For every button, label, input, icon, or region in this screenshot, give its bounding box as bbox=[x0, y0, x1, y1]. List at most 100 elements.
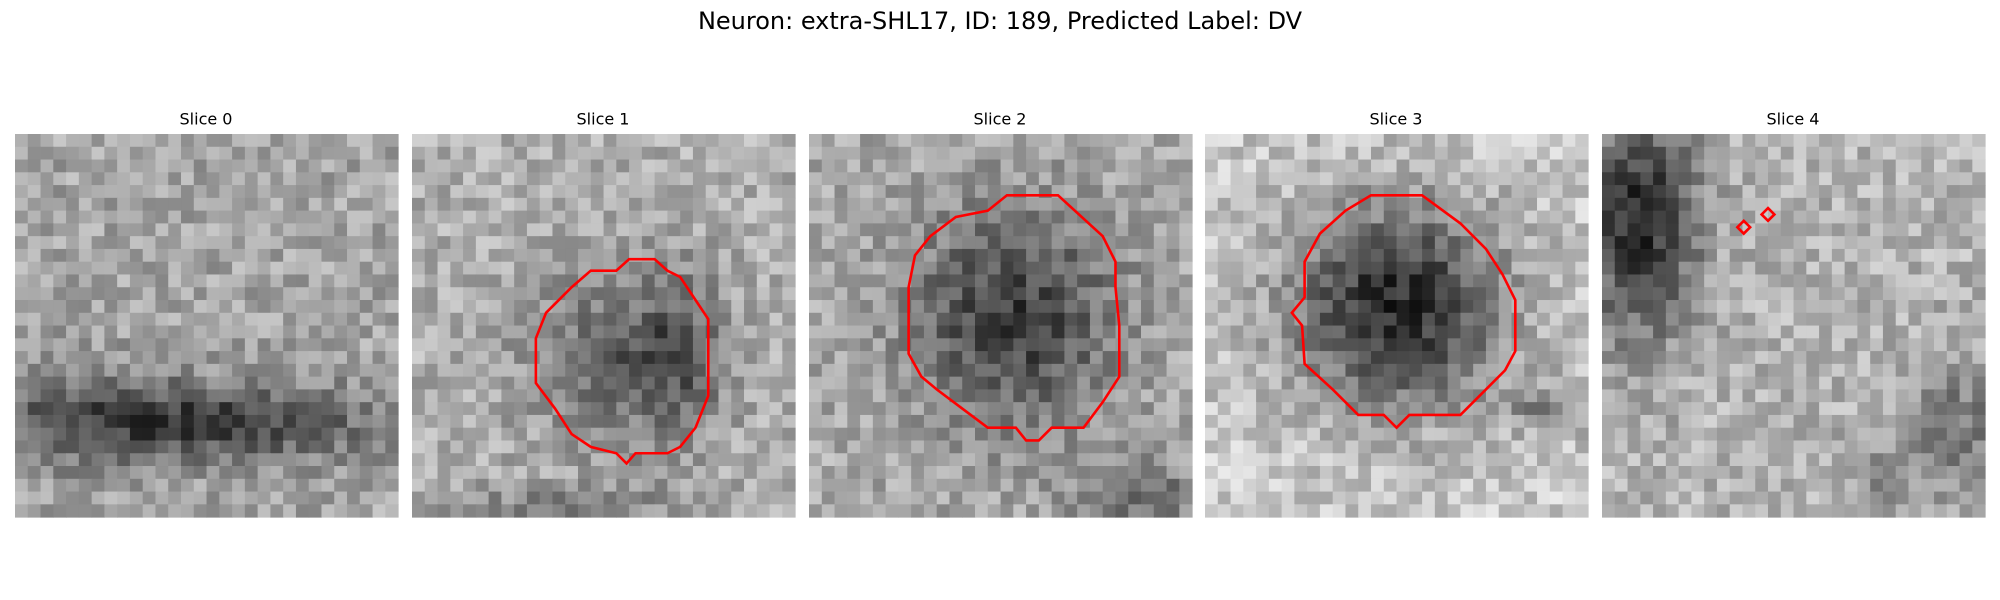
pixel bbox=[1243, 478, 1257, 493]
pixel bbox=[539, 363, 553, 378]
pixel bbox=[1141, 453, 1155, 467]
pixel bbox=[782, 172, 796, 186]
pixel bbox=[1959, 389, 1973, 403]
pixel bbox=[539, 427, 553, 441]
pixel bbox=[385, 312, 399, 327]
pixel bbox=[962, 223, 976, 237]
pixel bbox=[911, 134, 925, 148]
pixel bbox=[1205, 466, 1219, 480]
pixel bbox=[1678, 236, 1692, 250]
pixel bbox=[372, 287, 386, 301]
pixel bbox=[860, 414, 874, 429]
pixel bbox=[1294, 210, 1308, 224]
pixel bbox=[1473, 274, 1487, 288]
pixel bbox=[1882, 376, 1897, 390]
pixel bbox=[1485, 453, 1500, 467]
pixel bbox=[1857, 210, 1871, 224]
pixel bbox=[1627, 363, 1641, 378]
pixel bbox=[975, 363, 989, 378]
pixel bbox=[1908, 300, 1922, 314]
pixel bbox=[1614, 223, 1629, 237]
pixel bbox=[847, 261, 861, 275]
pixel bbox=[424, 210, 439, 224]
pixel bbox=[1627, 146, 1641, 161]
pixel bbox=[1793, 478, 1807, 493]
pixel bbox=[782, 210, 796, 224]
pixel bbox=[1332, 478, 1346, 493]
pixel bbox=[1064, 248, 1078, 263]
pixel bbox=[501, 261, 515, 275]
pixel bbox=[705, 427, 719, 441]
pixel bbox=[1179, 146, 1193, 161]
pixel bbox=[1371, 402, 1385, 416]
pixel bbox=[667, 325, 681, 339]
pixel bbox=[603, 402, 617, 416]
pixel bbox=[1882, 146, 1897, 161]
pixel bbox=[1921, 236, 1935, 250]
pixel bbox=[104, 236, 118, 250]
pixel bbox=[578, 466, 592, 480]
pixel bbox=[501, 376, 515, 390]
pixel bbox=[1268, 185, 1283, 199]
pixel bbox=[129, 210, 144, 224]
pixel bbox=[1742, 146, 1756, 161]
pixel bbox=[424, 300, 439, 314]
pixel bbox=[1895, 427, 1909, 441]
pixel bbox=[539, 274, 553, 288]
pixel bbox=[463, 478, 477, 493]
pixel bbox=[1473, 197, 1487, 212]
pixel bbox=[257, 440, 271, 454]
pixel bbox=[53, 338, 67, 352]
pixel bbox=[1946, 427, 1961, 441]
pixel bbox=[308, 402, 322, 416]
pixel bbox=[219, 172, 233, 186]
pixel bbox=[66, 236, 80, 250]
pixel bbox=[756, 146, 771, 161]
pixel bbox=[769, 440, 783, 454]
pixel bbox=[1383, 504, 1398, 518]
pixel bbox=[1102, 440, 1116, 454]
pixel bbox=[1742, 363, 1756, 378]
pixel bbox=[834, 172, 848, 186]
pixel bbox=[424, 389, 439, 403]
pixel bbox=[1128, 466, 1142, 480]
pixel bbox=[1383, 287, 1398, 301]
pixel bbox=[975, 389, 989, 403]
pixel bbox=[1882, 414, 1897, 429]
pixel bbox=[552, 223, 566, 237]
pixel bbox=[1256, 402, 1270, 416]
pixel bbox=[1959, 172, 1973, 186]
pixel bbox=[463, 325, 477, 339]
pixel bbox=[1307, 453, 1321, 467]
pixel bbox=[1332, 159, 1346, 173]
pixel bbox=[283, 223, 297, 237]
pixel bbox=[923, 363, 938, 378]
pixel bbox=[424, 453, 439, 467]
pixel bbox=[1562, 504, 1576, 518]
pixel bbox=[987, 491, 1002, 505]
pixel bbox=[514, 376, 528, 390]
pixel bbox=[1281, 274, 1295, 288]
pixel bbox=[1665, 300, 1680, 314]
pixel bbox=[1959, 197, 1973, 212]
pixel bbox=[872, 210, 887, 224]
pixel bbox=[372, 210, 386, 224]
pixel bbox=[1460, 312, 1474, 327]
pixel bbox=[257, 248, 271, 263]
pixel bbox=[911, 338, 925, 352]
pixel bbox=[1409, 402, 1423, 416]
pixel bbox=[1485, 210, 1500, 224]
pixel bbox=[1460, 440, 1474, 454]
pixel bbox=[219, 389, 233, 403]
pixel bbox=[475, 427, 490, 441]
pixel bbox=[1089, 427, 1104, 441]
pixel bbox=[1653, 236, 1667, 250]
pixel bbox=[1371, 300, 1385, 314]
pixel bbox=[1575, 466, 1589, 480]
pixel bbox=[1460, 453, 1474, 467]
pixel bbox=[1678, 389, 1692, 403]
pixel bbox=[1537, 197, 1551, 212]
pixel bbox=[1205, 274, 1219, 288]
pixel bbox=[1230, 312, 1244, 327]
pixel bbox=[667, 402, 681, 416]
